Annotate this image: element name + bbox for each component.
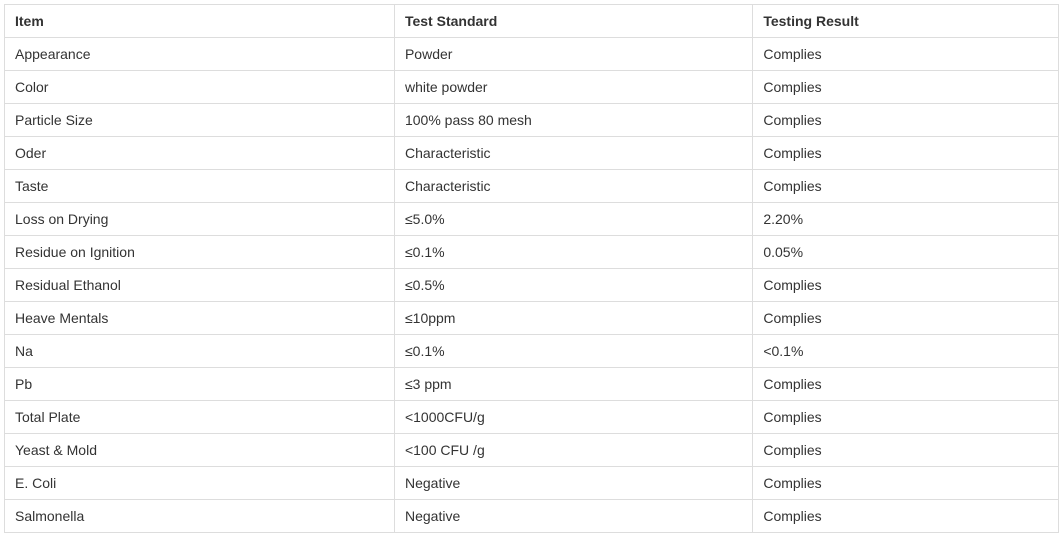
cell-item: Residual Ethanol (5, 269, 395, 302)
table-row: Oder Characteristic Complies (5, 137, 1059, 170)
table-row: Residual Ethanol ≤0.5% Complies (5, 269, 1059, 302)
cell-result: Complies (753, 302, 1059, 335)
cell-item: Heave Mentals (5, 302, 395, 335)
cell-item: Appearance (5, 38, 395, 71)
cell-item: Particle Size (5, 104, 395, 137)
table-row: Pb ≤3 ppm Complies (5, 368, 1059, 401)
table-row: Heave Mentals ≤10ppm Complies (5, 302, 1059, 335)
cell-standard: ≤5.0% (394, 203, 752, 236)
cell-result: 0.05% (753, 236, 1059, 269)
col-header-testing-result: Testing Result (753, 5, 1059, 38)
cell-standard: ≤10ppm (394, 302, 752, 335)
cell-item: Color (5, 71, 395, 104)
cell-standard: Negative (394, 467, 752, 500)
table-row: E. Coli Negative Complies (5, 467, 1059, 500)
table-row: Color white powder Complies (5, 71, 1059, 104)
cell-standard: ≤0.1% (394, 335, 752, 368)
cell-item: Total Plate (5, 401, 395, 434)
table-row: Salmonella Negative Complies (5, 500, 1059, 533)
cell-standard: white powder (394, 71, 752, 104)
cell-result: Complies (753, 71, 1059, 104)
cell-standard: ≤3 ppm (394, 368, 752, 401)
table-row: Na ≤0.1% <0.1% (5, 335, 1059, 368)
cell-item: Yeast & Mold (5, 434, 395, 467)
cell-standard: ≤0.5% (394, 269, 752, 302)
spec-table: Item Test Standard Testing Result Appear… (4, 4, 1059, 533)
table-row: Appearance Powder Complies (5, 38, 1059, 71)
cell-item: Salmonella (5, 500, 395, 533)
table-row: Yeast & Mold <100 CFU /g Complies (5, 434, 1059, 467)
cell-result: Complies (753, 269, 1059, 302)
table-row: Total Plate <1000CFU/g Complies (5, 401, 1059, 434)
cell-standard: Characteristic (394, 137, 752, 170)
cell-result: Complies (753, 104, 1059, 137)
cell-standard: Characteristic (394, 170, 752, 203)
table-row: Loss on Drying ≤5.0% 2.20% (5, 203, 1059, 236)
cell-standard: <1000CFU/g (394, 401, 752, 434)
cell-result: Complies (753, 170, 1059, 203)
cell-item: Oder (5, 137, 395, 170)
cell-standard: 100% pass 80 mesh (394, 104, 752, 137)
cell-item: Residue on Ignition (5, 236, 395, 269)
cell-item: Pb (5, 368, 395, 401)
cell-standard: ≤0.1% (394, 236, 752, 269)
cell-result: <0.1% (753, 335, 1059, 368)
cell-result: 2.20% (753, 203, 1059, 236)
cell-result: Complies (753, 500, 1059, 533)
cell-result: Complies (753, 434, 1059, 467)
table-row: Residue on Ignition ≤0.1% 0.05% (5, 236, 1059, 269)
cell-result: Complies (753, 137, 1059, 170)
cell-result: Complies (753, 467, 1059, 500)
cell-standard: Powder (394, 38, 752, 71)
cell-item: Taste (5, 170, 395, 203)
cell-result: Complies (753, 368, 1059, 401)
cell-item: E. Coli (5, 467, 395, 500)
cell-result: Complies (753, 38, 1059, 71)
cell-item: Loss on Drying (5, 203, 395, 236)
table-header-row: Item Test Standard Testing Result (5, 5, 1059, 38)
cell-standard: Negative (394, 500, 752, 533)
table-row: Particle Size 100% pass 80 mesh Complies (5, 104, 1059, 137)
cell-result: Complies (753, 401, 1059, 434)
table-row: Taste Characteristic Complies (5, 170, 1059, 203)
cell-item: Na (5, 335, 395, 368)
col-header-item: Item (5, 5, 395, 38)
col-header-test-standard: Test Standard (394, 5, 752, 38)
cell-standard: <100 CFU /g (394, 434, 752, 467)
